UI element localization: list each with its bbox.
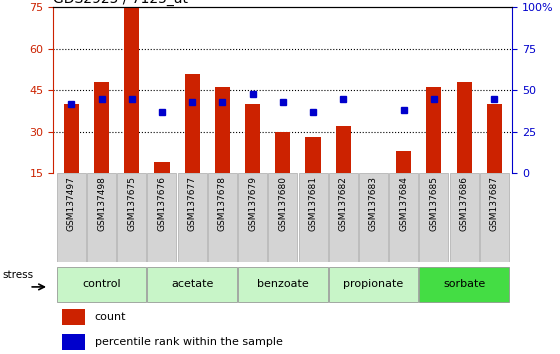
Text: GDS2925 / 7125_at: GDS2925 / 7125_at [53, 0, 188, 6]
Text: sorbate: sorbate [443, 279, 485, 289]
FancyBboxPatch shape [389, 173, 418, 262]
Text: count: count [95, 312, 126, 322]
Bar [456, 82, 472, 173]
Text: stress: stress [3, 270, 34, 280]
Text: GSM137684: GSM137684 [399, 176, 408, 231]
Text: GSM137678: GSM137678 [218, 176, 227, 231]
Text: GSM137687: GSM137687 [490, 176, 499, 231]
FancyBboxPatch shape [57, 173, 86, 262]
FancyBboxPatch shape [419, 268, 509, 302]
Bar [426, 87, 441, 173]
Bar [185, 74, 200, 173]
Bar [62, 334, 85, 350]
FancyBboxPatch shape [268, 173, 297, 262]
Text: GSM137677: GSM137677 [188, 176, 197, 231]
Bar [335, 126, 351, 173]
FancyBboxPatch shape [147, 173, 176, 262]
Text: GSM137679: GSM137679 [248, 176, 257, 231]
Bar [245, 104, 260, 173]
FancyBboxPatch shape [329, 268, 418, 302]
Text: GSM137681: GSM137681 [309, 176, 318, 231]
Text: GSM137682: GSM137682 [339, 176, 348, 231]
Bar [396, 151, 411, 173]
Text: acetate: acetate [171, 279, 213, 289]
Text: GSM137680: GSM137680 [278, 176, 287, 231]
Text: propionate: propionate [343, 279, 404, 289]
Text: GSM137497: GSM137497 [67, 176, 76, 231]
Bar [94, 82, 109, 173]
Text: GSM137685: GSM137685 [430, 176, 438, 231]
FancyBboxPatch shape [238, 173, 267, 262]
FancyBboxPatch shape [359, 173, 388, 262]
FancyBboxPatch shape [87, 173, 116, 262]
Text: percentile rank within the sample: percentile rank within the sample [95, 337, 282, 347]
Bar [215, 87, 230, 173]
Text: GSM137675: GSM137675 [127, 176, 136, 231]
FancyBboxPatch shape [147, 268, 237, 302]
Text: benzoate: benzoate [257, 279, 309, 289]
FancyBboxPatch shape [238, 268, 328, 302]
FancyBboxPatch shape [419, 173, 449, 262]
FancyBboxPatch shape [298, 173, 328, 262]
Text: GSM137686: GSM137686 [460, 176, 469, 231]
Text: GSM137498: GSM137498 [97, 176, 106, 231]
FancyBboxPatch shape [208, 173, 237, 262]
Text: GSM137676: GSM137676 [157, 176, 166, 231]
Bar [305, 137, 320, 173]
FancyBboxPatch shape [450, 173, 479, 262]
Bar [487, 104, 502, 173]
FancyBboxPatch shape [329, 173, 358, 262]
FancyBboxPatch shape [178, 173, 207, 262]
Bar [155, 162, 170, 173]
Text: control: control [82, 279, 121, 289]
Text: GSM137683: GSM137683 [369, 176, 378, 231]
FancyBboxPatch shape [57, 268, 146, 302]
Bar [124, 7, 139, 173]
Bar [64, 104, 79, 173]
Bar [62, 309, 85, 325]
FancyBboxPatch shape [480, 173, 509, 262]
FancyBboxPatch shape [117, 173, 146, 262]
Bar [276, 132, 290, 173]
